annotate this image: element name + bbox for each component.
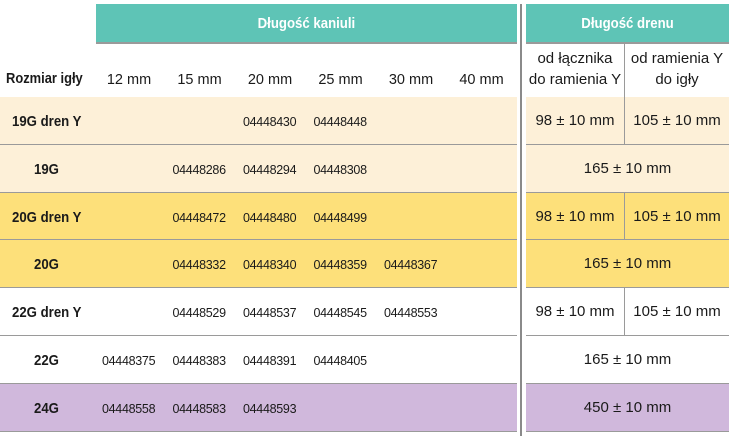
tube-col1-header: od łącznika do ramienia Y <box>526 48 624 90</box>
tube-length-total: 165 ± 10 mm <box>583 159 672 177</box>
needle-size-label: 19G <box>34 160 59 178</box>
product-code: 04448472 <box>172 210 227 225</box>
table-row <box>0 336 517 384</box>
product-code: 04448294 <box>243 162 297 177</box>
product-code: 04448430 <box>243 115 297 129</box>
length-header-3: 25 mm <box>318 72 363 88</box>
table-row <box>0 97 517 145</box>
needle-size-label: 20G dren Y <box>12 208 82 226</box>
product-code: 04448558 <box>102 401 156 416</box>
tube-cell-separator <box>624 288 625 336</box>
product-code: 04448545 <box>313 306 368 321</box>
product-code: 04448359 <box>313 258 368 273</box>
product-code: 04448529 <box>172 306 227 321</box>
needle-size-header: Rozmiar igły <box>6 70 83 87</box>
product-code: 04448480 <box>243 210 297 225</box>
tube-col1-line2: do ramienia Y <box>528 71 622 88</box>
needle-size-label: 20G <box>34 256 59 274</box>
table-row <box>0 192 517 241</box>
needle-size-label: 22G dren Y <box>12 304 82 322</box>
product-code: 04448332 <box>172 258 227 273</box>
tube-header-separator <box>624 43 625 97</box>
length-header-4: 30 mm <box>388 72 434 88</box>
cannula-length-header: Długość kaniuli <box>96 4 517 42</box>
header-rule <box>96 42 517 44</box>
product-code: 04448499 <box>313 210 368 225</box>
needle-size-label: 24G <box>34 399 59 417</box>
table-row <box>0 240 517 289</box>
tube-row <box>526 144 729 193</box>
cannula-length-title: Długość kaniuli <box>257 14 356 32</box>
tube-length-connector-to-y: 98 ± 10 mm <box>535 303 615 321</box>
tube-length-y-to-needle: 105 ± 10 mm <box>633 303 721 321</box>
product-code: 04448383 <box>172 354 227 368</box>
length-header-0: 12 mm <box>106 72 152 88</box>
tube-length-connector-to-y: 98 ± 10 mm <box>535 207 615 225</box>
needle-size-label: 22G <box>34 352 59 369</box>
header-rule-right <box>526 42 729 44</box>
tube-length-y-to-needle: 105 ± 10 mm <box>633 207 721 225</box>
product-code: 04448448 <box>313 115 368 129</box>
tube-row <box>526 97 729 145</box>
tube-cell-separator <box>624 192 625 241</box>
product-code: 04448593 <box>243 401 297 416</box>
table-row <box>0 383 517 432</box>
product-code: 04448367 <box>384 258 438 273</box>
product-code: 04448308 <box>313 162 368 177</box>
tube-length-total: 165 ± 10 mm <box>583 351 672 368</box>
tube-col1-line1: od łącznika <box>537 50 613 67</box>
tube-row <box>526 383 729 432</box>
product-code: 04448405 <box>313 354 368 368</box>
table-row <box>0 288 517 336</box>
section-divider <box>520 4 522 436</box>
tube-col2-line1: od ramienia Y <box>630 50 724 67</box>
tube-cell-separator <box>624 97 625 145</box>
length-header-2: 20 mm <box>247 72 293 88</box>
tube-length-total: 165 ± 10 mm <box>583 255 672 273</box>
tube-length-header: Długość drenu <box>526 4 729 42</box>
product-code: 04448583 <box>172 401 227 416</box>
tube-length-title: Długość drenu <box>581 14 674 32</box>
product-code: 04448286 <box>172 162 227 177</box>
tube-col2-line2: do igły <box>655 71 699 88</box>
length-header-5: 40 mm <box>459 72 504 88</box>
tube-row <box>526 336 729 384</box>
tube-length-connector-to-y: 98 ± 10 mm <box>535 112 615 129</box>
length-header-1: 15 mm <box>177 72 222 88</box>
tube-length-y-to-needle: 105 ± 10 mm <box>633 112 721 129</box>
tube-length-total: 450 ± 10 mm <box>583 398 672 416</box>
product-code: 04448375 <box>102 354 156 368</box>
product-code: 04448537 <box>243 306 297 321</box>
needle-size-label: 19G dren Y <box>12 113 82 130</box>
tube-col2-header: od ramienia Y do igły <box>625 48 729 90</box>
tube-row <box>526 288 729 336</box>
tube-row <box>526 240 729 289</box>
table-row <box>0 144 517 193</box>
product-code: 04448553 <box>384 306 438 321</box>
tube-row <box>526 192 729 241</box>
product-code: 04448340 <box>243 258 297 273</box>
product-code: 04448391 <box>243 354 297 368</box>
